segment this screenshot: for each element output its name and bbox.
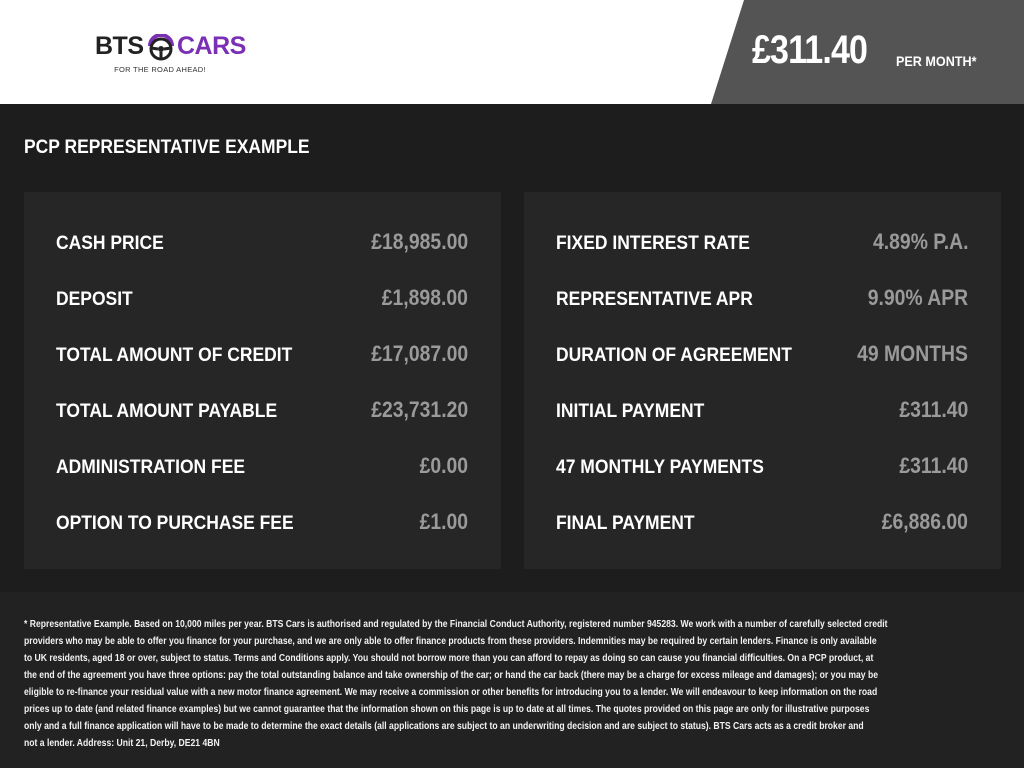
disclaimer-line: * Representative Example. Based on 10,00…: [24, 618, 888, 630]
row-label: INITIAL PAYMENT: [556, 401, 705, 422]
row-value: £1,898.00: [381, 285, 468, 310]
finance-row: 47 MONTHLY PAYMENTS £311.40: [556, 453, 968, 483]
row-label: REPRESENTATIVE APR: [556, 289, 753, 310]
finance-row: DEPOSIT £1,898.00: [56, 285, 468, 315]
row-label: 47 MONTHLY PAYMENTS: [556, 457, 764, 478]
disclaimer-footer: * Representative Example. Based on 10,00…: [0, 592, 1024, 768]
finance-row: DURATION OF AGREEMENT 49 MONTHS: [556, 341, 968, 371]
monthly-price: £311.40: [752, 28, 868, 72]
logo-text-left: BTS: [95, 32, 144, 60]
row-value: £17,087.00: [371, 341, 468, 366]
price-banner: [711, 0, 1024, 104]
row-label: DURATION OF AGREEMENT: [556, 345, 792, 366]
disclaimer-line: only and a full finance application will…: [24, 720, 864, 732]
row-label: FIXED INTEREST RATE: [556, 233, 750, 254]
steering-wheel-icon: [148, 34, 174, 61]
finance-panel-right: FIXED INTEREST RATE 4.89% P.A. REPRESENTA…: [524, 192, 1001, 569]
finance-row: REPRESENTATIVE APR 9.90% APR: [556, 285, 968, 315]
finance-row: CASH PRICE £18,985.00: [56, 229, 468, 259]
disclaimer-line: not a lender. Address: Unit 21, Derby, D…: [24, 737, 220, 749]
row-label: ADMINISTRATION FEE: [56, 457, 246, 478]
row-value: £1.00: [419, 509, 468, 534]
finance-row: OPTION TO PURCHASE FEE £1.00: [56, 509, 468, 539]
finance-row: TOTAL AMOUNT OF CREDIT £17,087.00: [56, 341, 468, 371]
per-month-label: PER MONTH*: [896, 53, 977, 69]
disclaimer-line: to UK residents, aged 18 or over, subjec…: [24, 652, 874, 664]
section-title: PCP REPRESENTATIVE EXAMPLE: [24, 137, 310, 158]
logo-text-right: CARS: [177, 32, 246, 60]
finance-panel-left: CASH PRICE £18,985.00 DEPOSIT £1,898.00 TO…: [24, 192, 501, 569]
row-label: OPTION TO PURCHASE FEE: [56, 513, 294, 534]
finance-row: ADMINISTRATION FEE £0.00: [56, 453, 468, 483]
row-value: £311.40: [899, 397, 968, 422]
disclaimer-text: * Representative Example. Based on 10,00…: [24, 616, 1024, 752]
finance-row: FINAL PAYMENT £6,886.00: [556, 509, 968, 539]
row-value: £18,985.00: [371, 229, 468, 254]
row-value: £311.40: [899, 453, 968, 478]
disclaimer-line: providers who may be able to offer you f…: [24, 635, 877, 647]
row-label: DEPOSIT: [56, 289, 133, 310]
row-value: £6,886.00: [881, 509, 968, 534]
row-value: £0.00: [419, 453, 468, 478]
disclaimer-line: the end of the agreement you have three …: [24, 669, 879, 681]
row-label: FINAL PAYMENT: [556, 513, 695, 534]
finance-row: FIXED INTEREST RATE 4.89% P.A.: [556, 229, 968, 259]
row-label: TOTAL AMOUNT PAYABLE: [56, 401, 278, 422]
row-value: 49 MONTHS: [857, 341, 968, 366]
row-label: CASH PRICE: [56, 233, 164, 254]
disclaimer-line: prices up to date (and related finance e…: [24, 703, 870, 715]
finance-row: TOTAL AMOUNT PAYABLE £23,731.20: [56, 397, 468, 427]
finance-row: INITIAL PAYMENT £311.40: [556, 397, 968, 427]
row-value: 9.90% APR: [867, 285, 968, 310]
bts-cars-logo[interactable]: BTS CARS FOR THE ROAD AHEAD!: [95, 32, 255, 77]
disclaimer-line: eligible to re-finance your residual val…: [24, 686, 878, 698]
row-value: £23,731.20: [371, 397, 468, 422]
row-value: 4.89% P.A.: [872, 229, 968, 254]
logo-tagline: FOR THE ROAD AHEAD!: [114, 65, 206, 74]
row-label: TOTAL AMOUNT OF CREDIT: [56, 345, 293, 366]
